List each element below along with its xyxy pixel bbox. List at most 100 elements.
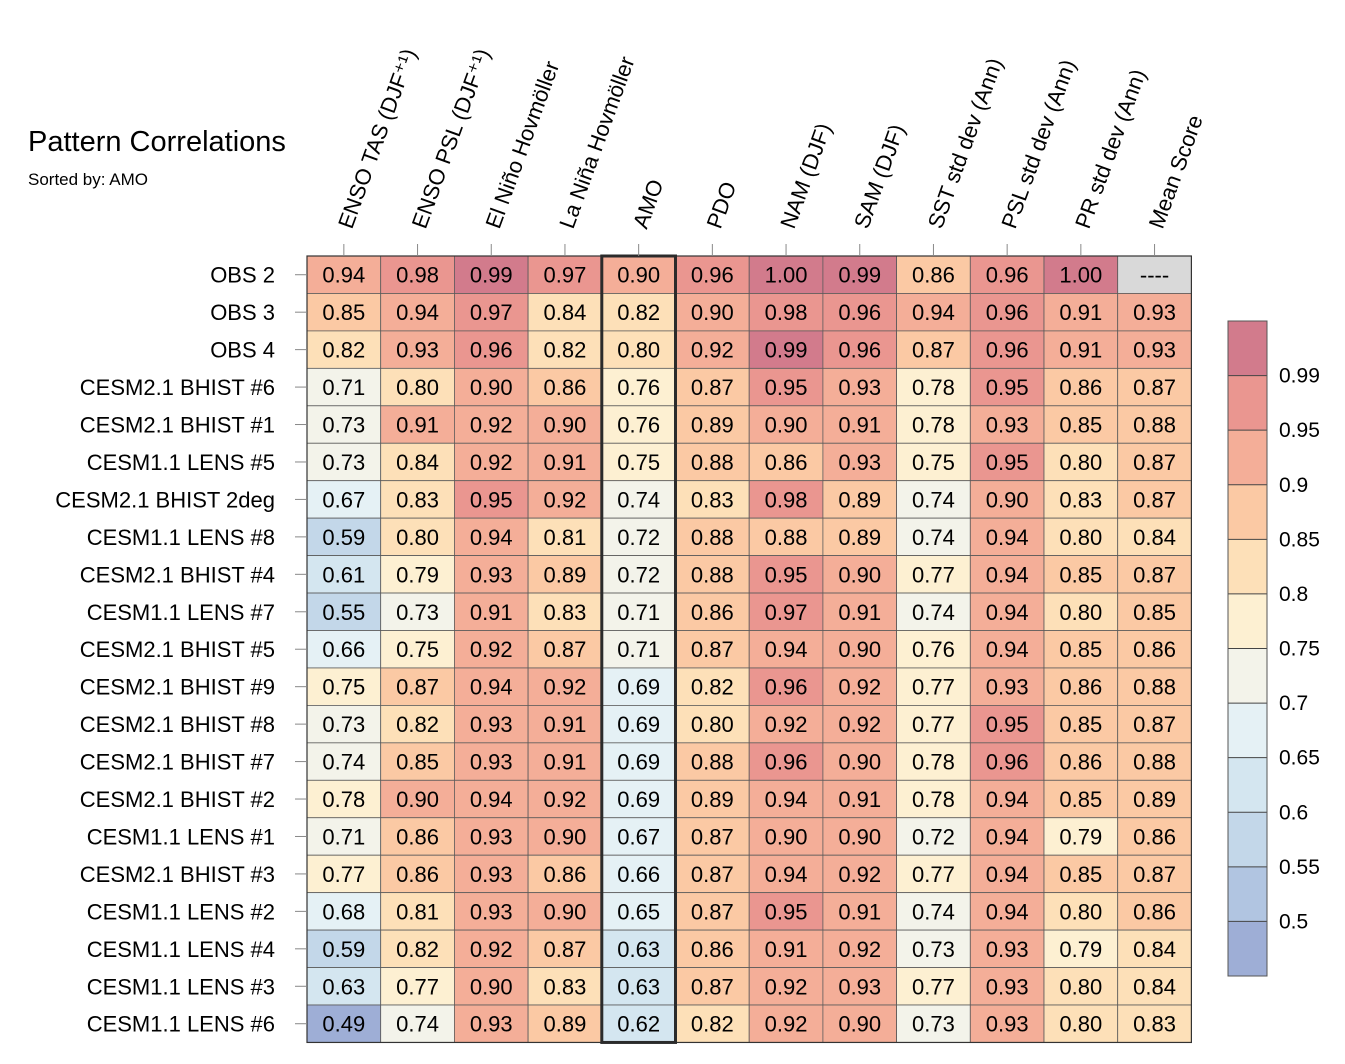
- cell-value-label: 0.87: [691, 862, 734, 887]
- heatmap-cell: [675, 555, 750, 594]
- cell-value-label: 0.93: [470, 750, 513, 775]
- colorbar-segment: [1228, 812, 1267, 867]
- cell-value-label: 0.94: [470, 525, 513, 550]
- column-label: AMO: [628, 176, 669, 232]
- heatmap-cell: [1117, 592, 1192, 631]
- heatmap-cell: [1043, 705, 1119, 744]
- cell-value-label: 0.85: [322, 300, 365, 325]
- heatmap-cell: [1117, 517, 1192, 557]
- cell-value-label: 0.82: [396, 937, 439, 962]
- cell-value-label: 0.90: [838, 750, 881, 775]
- heatmap-cell: [1043, 630, 1119, 669]
- cell-value-label: 0.92: [838, 675, 881, 700]
- cell-value-label: 0.94: [470, 675, 513, 700]
- heatmap-cell: [453, 330, 529, 369]
- chart-subtitle: Sorted by: AMO: [28, 170, 148, 189]
- cell-value-label: 0.96: [470, 338, 513, 363]
- heatmap-cell: [306, 929, 382, 968]
- heatmap-cell: [1043, 293, 1119, 332]
- heatmap-cell: [1043, 967, 1119, 1006]
- cell-value-label: 0.87: [396, 675, 439, 700]
- row-label: OBS 3: [210, 300, 275, 325]
- cell-value-label: 0.96: [986, 300, 1029, 325]
- heatmap-cell: [453, 817, 529, 856]
- heatmap-cell: [675, 592, 750, 631]
- heatmap-cell: [1117, 293, 1192, 332]
- heatmap-cell: [306, 667, 382, 706]
- heatmap-cell: [380, 854, 455, 894]
- cell-value-label: 0.92: [765, 712, 808, 737]
- heatmap-cell: [453, 555, 529, 594]
- cell-value-label: 0.93: [470, 712, 513, 737]
- row-labels: OBS 2 OBS 3 OBS 4 CESM2.1 BHIST #6 CESM2.1 B…: [55, 263, 307, 1037]
- heatmap-cell: [822, 779, 898, 819]
- column-label: La Niña Hovmöller: [554, 53, 639, 232]
- heatmap-cell: [822, 592, 898, 631]
- cell-value-label: 0.84: [544, 300, 587, 325]
- heatmap-cell: [675, 405, 750, 444]
- cell-value-label: 0.80: [1059, 899, 1102, 924]
- cell-value-label: 0.69: [617, 712, 660, 737]
- cell-value-label: 0.82: [544, 338, 587, 363]
- heatmap-cell: [822, 967, 898, 1006]
- column-label: ENSO PSL (DJF⁺¹): [407, 45, 495, 231]
- cell-value-label: 0.77: [912, 562, 955, 587]
- cell-value-label: 0.86: [912, 263, 955, 288]
- heatmap-cell: [1117, 630, 1192, 669]
- column-label: SAM (DJF): [849, 121, 910, 232]
- cell-value-label: 0.82: [322, 338, 365, 363]
- cell-value-label: 0.59: [322, 937, 365, 962]
- cell-value-label: 0.94: [765, 637, 808, 662]
- heatmap-cell: [527, 555, 603, 594]
- heatmap-cell: [969, 517, 1045, 557]
- colorbar-tick-label: 0.55: [1279, 856, 1320, 879]
- cell-value-label: 0.74: [912, 899, 955, 924]
- cell-value-label: 0.77: [912, 974, 955, 999]
- heatmap-cell: [527, 892, 603, 931]
- cell-value-label: 0.90: [765, 413, 808, 438]
- cell-value-label: 0.74: [322, 750, 365, 775]
- cell-value-label: 0.69: [617, 787, 660, 812]
- cell-value-label: 0.98: [396, 263, 439, 288]
- cell-value-label: 0.83: [1059, 487, 1102, 512]
- heatmap-cell: [969, 293, 1045, 332]
- colorbar-tick-label: 0.95: [1279, 419, 1320, 442]
- heatmap-cell: [969, 255, 1045, 294]
- cell-value-label: 0.87: [691, 824, 734, 849]
- colorbar-segment: [1228, 648, 1267, 704]
- heatmap-cell: [601, 442, 676, 482]
- cell-value-label: 0.91: [1059, 300, 1102, 325]
- heatmap-cell: [1117, 705, 1192, 744]
- cell-value-label: 0.55: [322, 600, 365, 625]
- cell-value-label: 0.90: [838, 1012, 881, 1037]
- colorbar-segment: [1228, 375, 1267, 431]
- cell-value-label: 0.92: [544, 787, 587, 812]
- cell-value-label: 0.61: [322, 562, 365, 587]
- cell-value-label: 0.93: [986, 1012, 1029, 1037]
- heatmap-cell: [748, 742, 824, 781]
- cell-value-label: 0.77: [912, 712, 955, 737]
- heatmap-cell: [896, 929, 971, 968]
- heatmap-cell: [822, 555, 898, 594]
- cell-value-label: 0.96: [691, 263, 734, 288]
- cell-value-label: 0.93: [470, 862, 513, 887]
- cell-value-label: 0.94: [986, 862, 1029, 887]
- heatmap-cell: [822, 480, 898, 519]
- cell-value-label: 0.71: [322, 375, 365, 400]
- cell-value-label: 0.90: [838, 562, 881, 587]
- heatmap-cell: [969, 442, 1045, 482]
- cell-value-label: 0.71: [322, 824, 365, 849]
- heatmap-cells: 0.94 0.98 0.99 0.97 0.90 0.96 1.00 0.99 0.86 0.96…: [306, 255, 1192, 1043]
- cell-value-label: 0.95: [765, 899, 808, 924]
- heatmap-cell: [969, 854, 1045, 894]
- heatmap-cell: [380, 480, 455, 519]
- row-label: CESM1.1 LENS #1: [87, 824, 275, 849]
- heatmap-cell: [822, 405, 898, 444]
- cell-value-label: 0.89: [838, 525, 881, 550]
- heatmap-cell: [306, 517, 382, 557]
- colorbar-tick-label: 0.99: [1279, 365, 1320, 388]
- heatmap-cell: [306, 592, 382, 631]
- heatmap-cell: [1043, 367, 1119, 407]
- cell-value-label: 0.76: [912, 637, 955, 662]
